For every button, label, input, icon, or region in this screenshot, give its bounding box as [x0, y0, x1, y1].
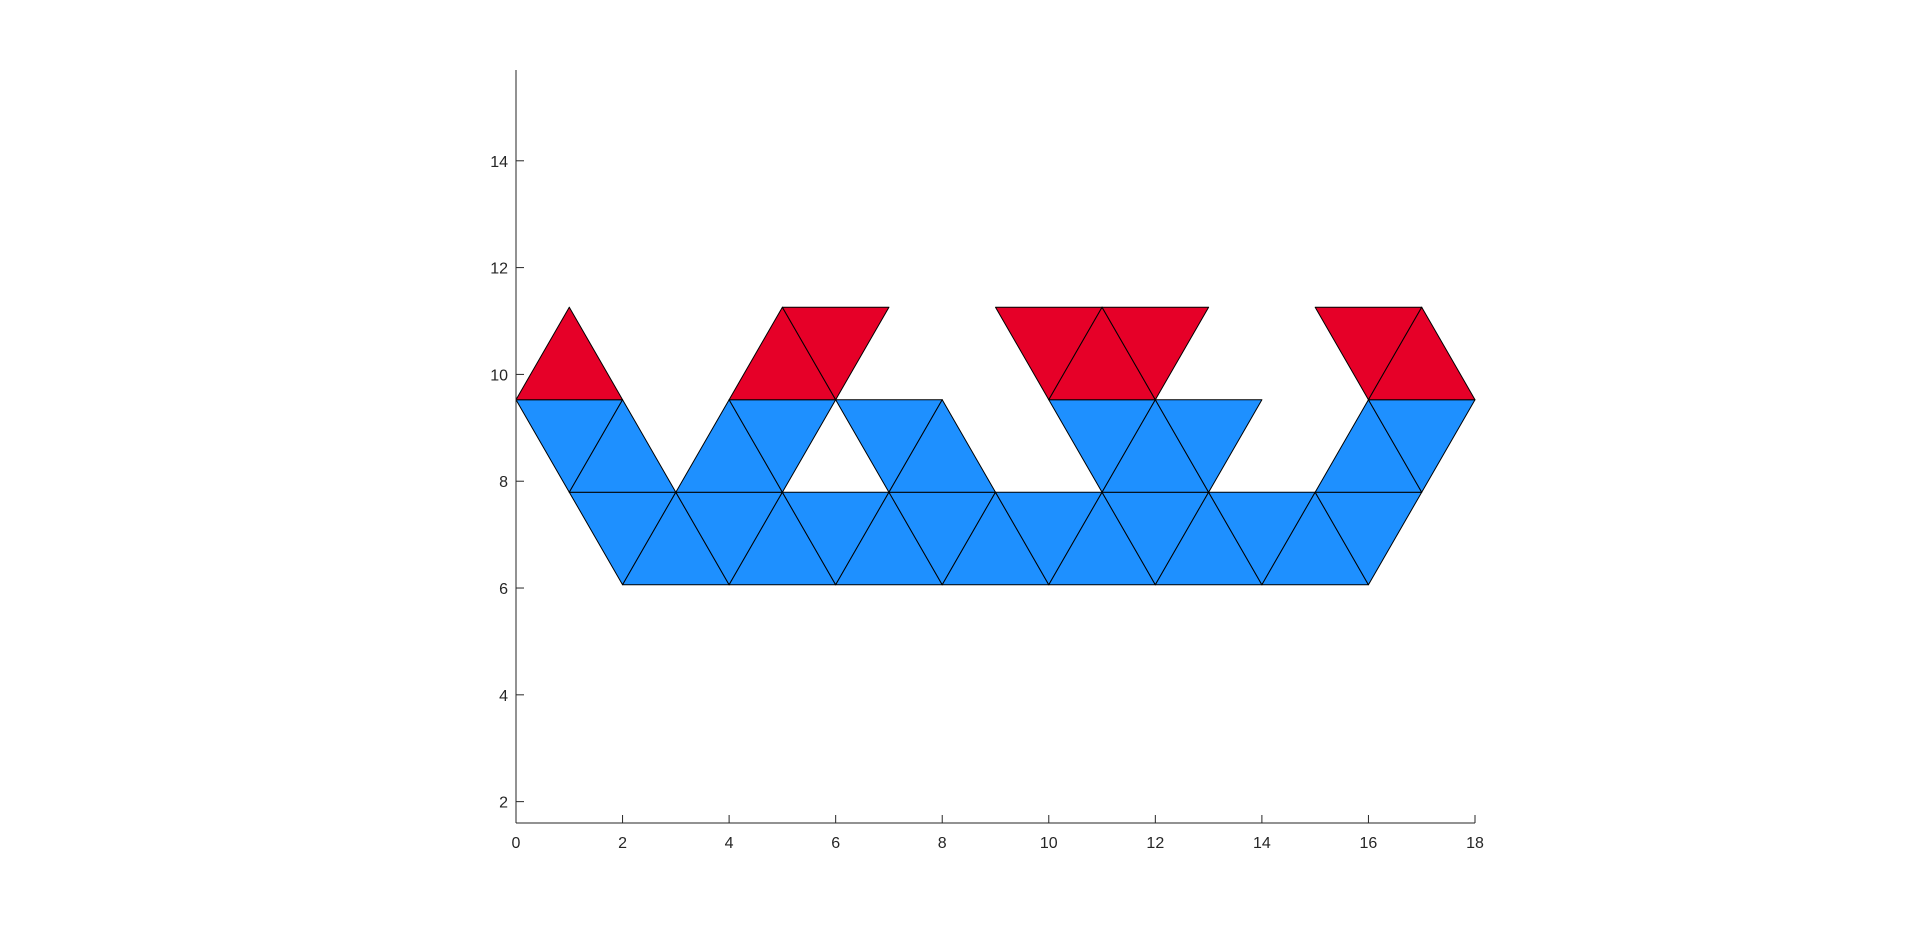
- y-tick-label: 4: [499, 688, 508, 705]
- x-axis-ticks: 0 2 4 6 8 10 12 14 16 18: [512, 815, 1484, 852]
- x-tick-label: 16: [1360, 835, 1378, 852]
- triangle-patch-blue: [568, 399, 677, 493]
- x-tick-label: 18: [1466, 835, 1484, 852]
- triangle-patch-red: [1367, 306, 1476, 401]
- triangle-patch-blue: [1154, 399, 1263, 493]
- triangle-patch-red: [515, 306, 624, 401]
- y-tick-label: 10: [490, 367, 508, 384]
- x-tick-label: 2: [618, 835, 627, 852]
- y-tick-label: 12: [490, 261, 508, 278]
- x-tick-label: 8: [938, 835, 947, 852]
- x-tick-label: 6: [831, 835, 840, 852]
- triangle-patch-blue: [888, 399, 996, 493]
- x-tick-label: 12: [1146, 835, 1164, 852]
- triangle-patch-red: [781, 306, 890, 401]
- y-tick-label: 8: [499, 474, 508, 491]
- x-tick-label: 14: [1253, 835, 1271, 852]
- y-tick-label: 6: [499, 581, 508, 598]
- triangle-patches: [515, 306, 1476, 586]
- x-tick-label: 0: [512, 835, 521, 852]
- y-tick-label: 2: [499, 795, 508, 812]
- triangle-patch-red: [1101, 306, 1210, 401]
- y-axis-ticks: 2 4 6 8 10 12 14: [490, 154, 524, 812]
- x-tick-label: 4: [725, 835, 734, 852]
- y-tick-label: 14: [490, 154, 508, 171]
- x-tick-label: 10: [1040, 835, 1058, 852]
